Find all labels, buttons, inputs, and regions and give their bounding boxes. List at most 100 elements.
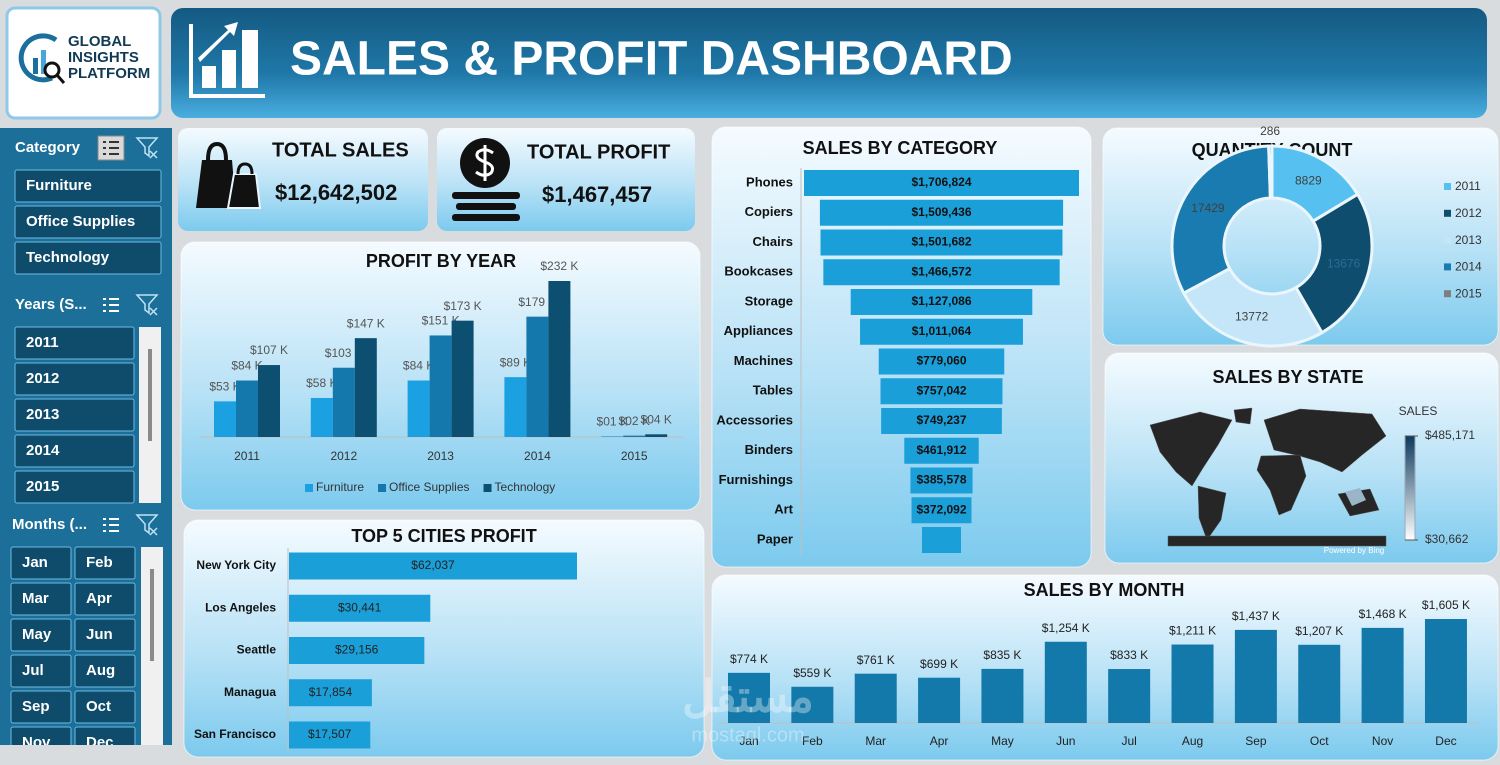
slicer-item[interactable]: Furniture — [26, 177, 92, 194]
data-label: $1,437 K — [1232, 609, 1280, 623]
legend-label: Office Supplies — [389, 480, 470, 494]
slicer-button[interactable] — [74, 582, 136, 616]
bar — [504, 377, 527, 437]
slicer-item[interactable]: Dec — [86, 734, 114, 751]
slicer-item[interactable]: 2013 — [26, 406, 59, 423]
slicer-button[interactable] — [14, 169, 162, 203]
colorbar — [1404, 435, 1416, 541]
funnel-bar — [910, 467, 973, 494]
x-tick-label: Apr — [930, 734, 949, 748]
map-region — [1167, 535, 1387, 547]
bar — [214, 401, 236, 437]
multi-select-icon — [103, 141, 119, 155]
logo-text: GLOBAL — [68, 33, 131, 50]
clear-filter-icon[interactable] — [135, 514, 159, 536]
map-region — [1256, 454, 1307, 516]
bar — [918, 677, 961, 723]
multi-select-icon — [103, 518, 119, 532]
coin-icon — [452, 138, 520, 221]
clear-filter-icon[interactable] — [135, 294, 159, 316]
watermark: مستقل — [682, 673, 814, 722]
x-tick-label: 2014 — [524, 449, 551, 463]
bar — [310, 398, 333, 437]
slicer-item[interactable]: Nov — [22, 734, 51, 751]
y-tick-label: Accessories — [716, 412, 793, 427]
slicer-item[interactable]: Apr — [86, 590, 112, 607]
bar — [548, 281, 571, 437]
data-label: $62,037 — [411, 558, 455, 572]
slicer-panel: Category Furniture Office Supplies Technolo… — [0, 128, 172, 759]
slicer-button[interactable] — [10, 690, 72, 724]
data-label: $89 K — [500, 355, 531, 369]
clear-filter-icon[interactable] — [135, 137, 159, 159]
watermark: mostaql.com — [691, 724, 804, 746]
x-tick-label: 2011 — [234, 449, 260, 463]
chart-title: SALES BY MONTH — [1024, 580, 1185, 600]
slicer-button[interactable] — [14, 205, 162, 239]
donut-segment — [1267, 144, 1274, 200]
slicer-button[interactable] — [14, 434, 135, 468]
slicer-item[interactable]: Aug — [86, 662, 115, 679]
legend-label: 2015 — [1455, 286, 1482, 300]
funnel-bar — [860, 318, 1023, 345]
bar — [354, 338, 377, 437]
data-label: $774 K — [730, 652, 768, 666]
bar — [258, 365, 280, 437]
bar — [289, 721, 371, 749]
slicer-button[interactable] — [10, 546, 72, 580]
slicer-button[interactable] — [74, 690, 136, 724]
slicer-item[interactable]: 2012 — [26, 370, 59, 387]
slicer-item[interactable]: Jan — [22, 554, 48, 571]
slicer-item[interactable]: Office Supplies — [26, 213, 135, 230]
slicer-title: Months (... — [12, 516, 87, 533]
x-tick-label: Jun — [1056, 734, 1075, 748]
slicer-button[interactable] — [14, 241, 162, 275]
y-tick-label: Managua — [224, 685, 276, 699]
slicer-button[interactable] — [10, 582, 72, 616]
x-tick-label: Aug — [1182, 734, 1203, 748]
bar — [429, 335, 452, 437]
slicer-button[interactable] — [14, 398, 135, 432]
x-tick-label: May — [991, 734, 1014, 748]
slicer-button[interactable] — [10, 726, 72, 759]
slicer-item[interactable]: Technology — [26, 249, 110, 266]
slicer-button[interactable] — [14, 326, 135, 360]
scroll-thumb[interactable] — [150, 569, 154, 661]
slicer-button[interactable] — [10, 618, 72, 652]
funnel-bar — [880, 378, 1003, 405]
slicer-button[interactable] — [14, 362, 135, 396]
slicer-button[interactable] — [10, 654, 72, 688]
scroll-thumb[interactable] — [148, 349, 152, 441]
header — [171, 8, 1487, 118]
map-region — [1149, 411, 1233, 487]
slicer-item[interactable]: Oct — [86, 698, 111, 715]
slicer-item[interactable]: Jun — [86, 626, 113, 643]
slicer-item[interactable]: Sep — [22, 698, 50, 715]
bar — [289, 679, 372, 707]
slicer-item[interactable]: May — [22, 626, 52, 643]
slicer-item[interactable]: 2014 — [26, 442, 60, 459]
legend-swatch — [1444, 263, 1451, 271]
slicer-button[interactable] — [74, 654, 136, 688]
slicer-button[interactable] — [14, 470, 135, 504]
slicer-item[interactable]: 2011 — [26, 334, 59, 351]
header-title: SALES & PROFIT DASHBOARD — [290, 33, 1013, 86]
slicer-button[interactable] — [74, 726, 136, 759]
x-tick-label: Oct — [1310, 734, 1329, 748]
data-label: $1,211 K — [1169, 624, 1216, 638]
legend-label: Furniture — [316, 480, 364, 494]
x-tick-label: Jul — [1121, 734, 1136, 748]
legend-label: Technology — [495, 480, 556, 494]
kpi-value: $12,642,502 — [275, 180, 397, 205]
data-label: $58 K — [306, 376, 337, 390]
slicer-button[interactable] — [74, 546, 136, 580]
logo-text: PLATFORM — [68, 65, 150, 82]
y-tick-label: Copiers — [745, 204, 793, 219]
bar — [289, 637, 425, 664]
slicer-item[interactable]: Feb — [86, 554, 113, 571]
data-label: $749,237 — [916, 413, 966, 427]
slicer-item[interactable]: Jul — [22, 662, 44, 679]
slicer-item[interactable]: 2015 — [26, 478, 59, 495]
slicer-item[interactable]: Mar — [22, 590, 49, 607]
slicer-button[interactable] — [74, 618, 136, 652]
